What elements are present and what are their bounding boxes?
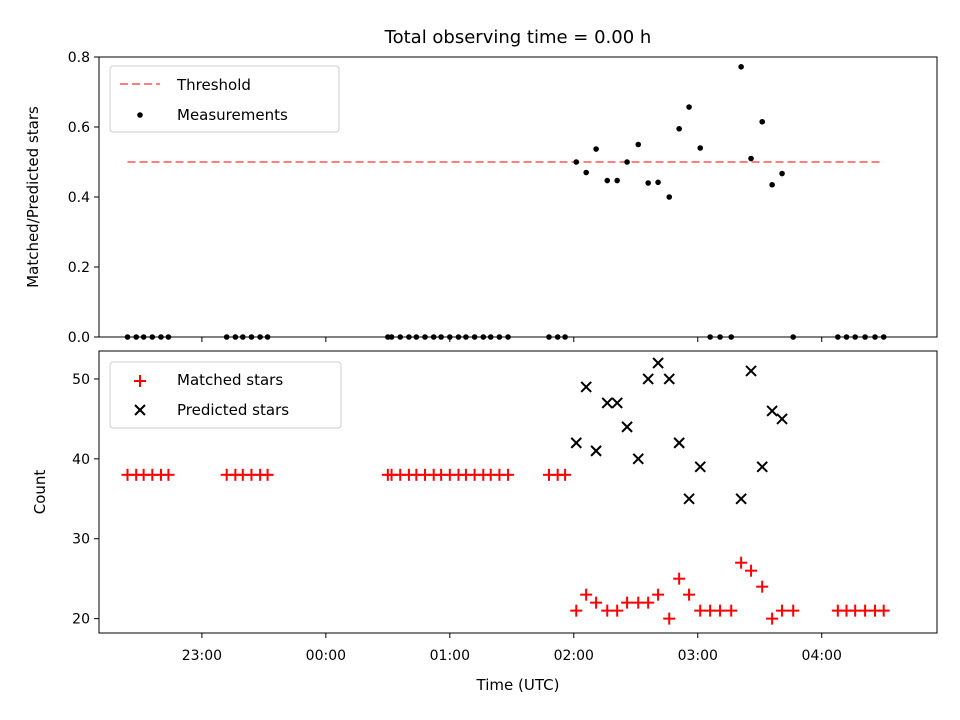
measurement-point [635, 141, 642, 148]
bottom-series-predicted-stars [570, 357, 788, 505]
predicted-star-point [735, 493, 747, 505]
predicted-star-point [673, 437, 685, 449]
measurement-point [614, 177, 620, 184]
matched-star-point [652, 588, 665, 601]
measurement-point [624, 159, 630, 165]
predicted-star-point [652, 357, 664, 369]
measurement-point [769, 181, 775, 188]
matched-star-point [621, 596, 634, 609]
measurement-point [593, 146, 599, 152]
top-legend-box [109, 65, 340, 133]
predicted-star-point [570, 437, 582, 449]
matched-star-point [611, 604, 624, 617]
bottom-x-tick-label: 00:00 [306, 648, 346, 664]
measurements-legend-label: Measurements [177, 106, 288, 124]
bottom-panel: 20 30 40 50 23:00 00:00 01:00 02:00 03:00 04:00 C… [31, 350, 938, 694]
matched-star-point [683, 588, 696, 601]
bottom-x-tick-label: 23:00 [182, 648, 222, 664]
top-y-tick-label: 0.8 [68, 50, 90, 66]
predicted-star-point [621, 421, 633, 433]
bottom-series-matched-stars [121, 468, 890, 625]
predicted-star-point [745, 365, 757, 377]
predicted-star-point [756, 461, 768, 473]
predicted-star-point [642, 373, 654, 385]
top-y-tick-label: 0.6 [68, 120, 90, 136]
matched-star-point [570, 604, 583, 617]
measurement-point [738, 64, 744, 70]
bottom-x-tick-label: 01:00 [430, 648, 470, 664]
bottom-y-tick-label: 20 [72, 612, 90, 628]
matched-star-point [787, 604, 800, 617]
predicted-star-point [611, 397, 623, 409]
matched-star-point [559, 468, 572, 481]
matched-star-point [261, 468, 274, 481]
matched-star-point [756, 580, 769, 593]
matched-star-point [673, 572, 686, 585]
measurements-legend-swatch [137, 112, 143, 118]
top-legend: Threshold Measurements [109, 65, 340, 133]
predicted-star-point [683, 493, 695, 505]
matched-star-point [735, 556, 748, 569]
bottom-legend: Matched stars Predicted stars [109, 361, 342, 429]
matched-star-point [642, 596, 655, 609]
matched-star-point [162, 468, 175, 481]
measurement-point [604, 177, 611, 184]
measurement-point [655, 179, 661, 186]
matched-stars-legend-label: Matched stars [177, 371, 283, 389]
measurement-point [645, 180, 651, 186]
bottom-y-tick-label: 40 [72, 452, 90, 468]
threshold-legend-label: Threshold [176, 76, 251, 94]
matched-star-point [590, 596, 603, 609]
bottom-legend-box [109, 361, 342, 429]
bottom-plot-area: 20 30 40 50 23:00 00:00 01:00 02:00 03:00 04:00 [72, 350, 938, 664]
predicted-star-point [601, 397, 613, 409]
bottom-x-tick-label: 03:00 [678, 648, 718, 664]
bottom-x-tick-label: 04:00 [802, 648, 842, 664]
predicted-star-point [663, 373, 675, 385]
measurement-point [759, 118, 766, 125]
bottom-y-axis-label: Count [31, 470, 49, 515]
matched-star-point [725, 604, 738, 617]
matched-star-point [776, 604, 789, 617]
top-y-tick-label: 0.0 [68, 330, 90, 346]
matched-star-point [877, 604, 890, 617]
top-panel: Total observing time = 0.00 h 0.00.20.40… [24, 27, 938, 346]
measurement-point [748, 155, 754, 162]
measurement-point [697, 145, 704, 151]
top-axes-frame [98, 56, 938, 338]
measurement-point [779, 170, 785, 177]
measurement-point [583, 169, 589, 176]
predicted-star-point [590, 445, 602, 457]
matched-star-point [745, 564, 758, 577]
measurement-point [686, 104, 692, 110]
matched-stars-legend-swatch [134, 375, 146, 387]
matched-star-point [663, 612, 676, 625]
predicted-star-point [776, 413, 788, 425]
matched-star-point [714, 604, 727, 617]
top-y-tick-label: 0.2 [68, 260, 90, 276]
bottom-y-tick-label: 50 [72, 372, 90, 388]
matched-star-point [580, 588, 593, 601]
chart-title: Total observing time = 0.00 h [384, 27, 652, 48]
measurement-point [676, 125, 682, 132]
predicted-star-point [632, 453, 644, 465]
top-plot-area: 0.0 0.2 0.4 0.6 0.8 [68, 50, 938, 346]
top-y-tick-label: 0.4 [68, 190, 90, 206]
bottom-axes-frame [98, 350, 938, 634]
measurement-point [666, 194, 673, 200]
bottom-x-tick-label: 02:00 [554, 648, 594, 664]
top-y-axis-label: Matched/Predicted stars [24, 106, 42, 288]
predicted-star-point [766, 405, 778, 417]
matched-star-point [766, 612, 779, 625]
measurement-point [573, 159, 580, 165]
predicted-stars-legend-label: Predicted stars [177, 401, 289, 419]
predicted-star-point [694, 461, 706, 473]
x-axis-label: Time (UTC) [476, 676, 560, 694]
matched-star-point [502, 468, 515, 481]
bottom-y-tick-label: 30 [72, 532, 90, 548]
predicted-stars-legend-swatch [134, 404, 146, 416]
predicted-star-point [580, 381, 592, 393]
